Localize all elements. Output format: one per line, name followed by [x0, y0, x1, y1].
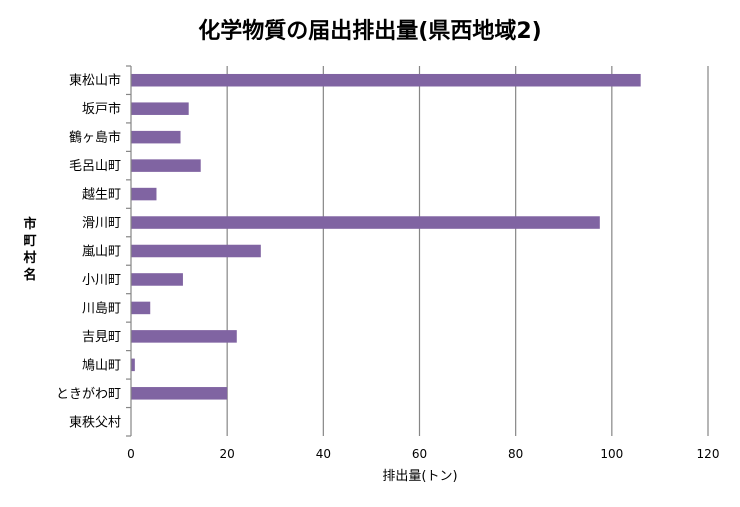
- category-label: 東秩父村: [69, 414, 121, 430]
- x-tick-label: 80: [508, 447, 523, 461]
- y-axis-title-char: 市: [23, 216, 36, 232]
- bar: [131, 159, 201, 172]
- category-label: 滑川町: [82, 216, 121, 231]
- category-label: 東松山市: [69, 73, 121, 89]
- category-label: 毛呂山町: [69, 159, 121, 174]
- bar: [131, 330, 237, 343]
- bar: [131, 273, 183, 286]
- category-label: 鶴ヶ島市: [69, 130, 121, 146]
- bars: [131, 73, 641, 400]
- x-tick-label: 60: [412, 447, 427, 461]
- y-axis-title-char: 名: [23, 267, 36, 283]
- category-label: 吉見町: [82, 330, 121, 345]
- x-tick-label: 20: [220, 447, 235, 461]
- x-axis-title: 排出量(トン): [382, 469, 457, 484]
- y-axis-title-char: 村: [23, 250, 36, 266]
- category-label: ときがわ町: [56, 387, 121, 402]
- bar: [131, 130, 181, 144]
- category-label: 越生町: [82, 188, 121, 203]
- bar: [131, 216, 600, 229]
- category-labels: 東松山市坂戸市鶴ヶ島市毛呂山町越生町滑川町嵐山町小川町川島町吉見町鳩山町ときがわ…: [56, 73, 121, 431]
- category-label: 小川町: [82, 273, 121, 288]
- x-tick-label: 40: [316, 447, 331, 461]
- grid-lines: [226, 66, 709, 436]
- bar: [131, 358, 135, 372]
- x-tick-labels: 0 20 40 60 80 100 120: [127, 447, 719, 461]
- category-label: 川島町: [82, 301, 121, 316]
- axes: [126, 65, 132, 437]
- bar: [131, 102, 189, 115]
- x-tick-label: 100: [600, 447, 623, 461]
- bar: [131, 244, 261, 258]
- bar: [131, 187, 157, 201]
- bar: [131, 387, 228, 400]
- category-label: 坂戸市: [82, 101, 121, 117]
- bar: [131, 301, 151, 315]
- category-label: 嵐山町: [82, 245, 121, 260]
- y-axis-title-char: 町: [23, 234, 36, 249]
- chart-title: 化学物質の届出排出量(県西地域2): [198, 18, 541, 44]
- x-tick-label: 120: [697, 447, 720, 461]
- x-tick-label: 0: [127, 447, 135, 461]
- bar: [131, 73, 641, 87]
- category-label: 鳩山町: [82, 358, 121, 373]
